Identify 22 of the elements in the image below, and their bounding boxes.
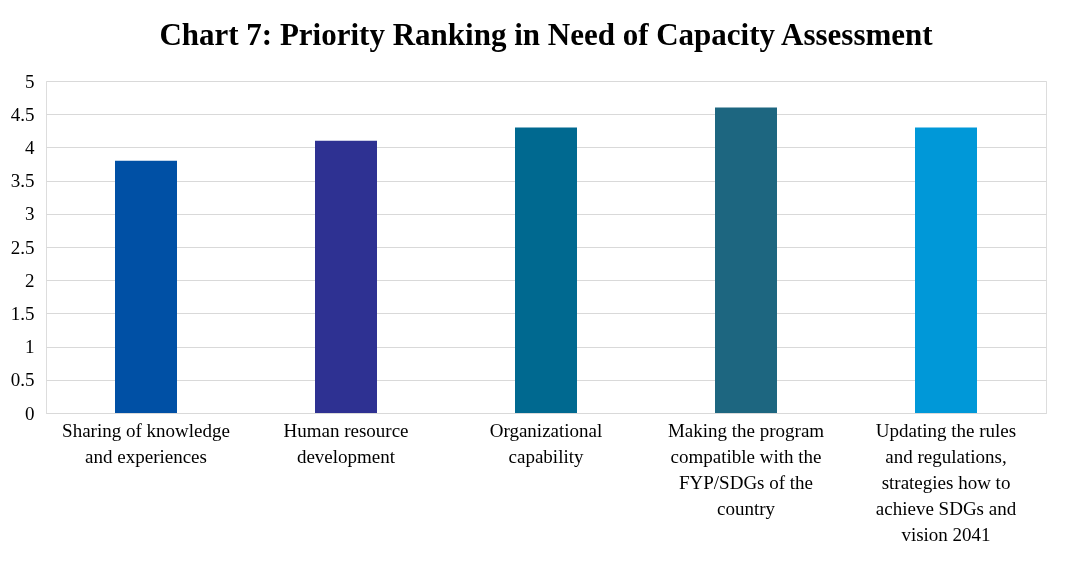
bar — [315, 140, 377, 413]
y-tick-label: 1.5 — [10, 302, 35, 324]
chart-title: Chart 7: Priority Ranking in Need of Capacity Assessment — [159, 17, 934, 52]
x-tick-label: Human resource development — [283, 419, 409, 467]
bar — [515, 127, 577, 413]
x-tick-label: Making the program compatible with the FYP/SDGs of the country — [667, 419, 825, 519]
y-tick-label: 0.5 — [10, 369, 35, 391]
bar — [915, 127, 977, 413]
y-tick-label: 2.5 — [10, 236, 35, 258]
y-tick-label: 2 — [25, 269, 35, 291]
y-tick-label: 3 — [25, 203, 35, 225]
y-tick-label: 0 — [25, 402, 35, 424]
y-tick-label: 5 — [25, 70, 35, 92]
y-tick-label: 4.5 — [10, 103, 35, 125]
y-tick-label: 4 — [25, 136, 35, 158]
bar — [115, 160, 177, 413]
bar — [715, 107, 777, 413]
x-tick-label: Sharing of knowledge and experiences — [62, 419, 230, 467]
x-tick-label: Updating the rules and regulations, strategies how to achieve SDGs and vision 2041 — [875, 419, 1017, 545]
y-tick-label: 1 — [25, 336, 35, 358]
y-tick-label: 3.5 — [10, 170, 35, 192]
x-tick-label: Organizational capability — [489, 419, 603, 467]
